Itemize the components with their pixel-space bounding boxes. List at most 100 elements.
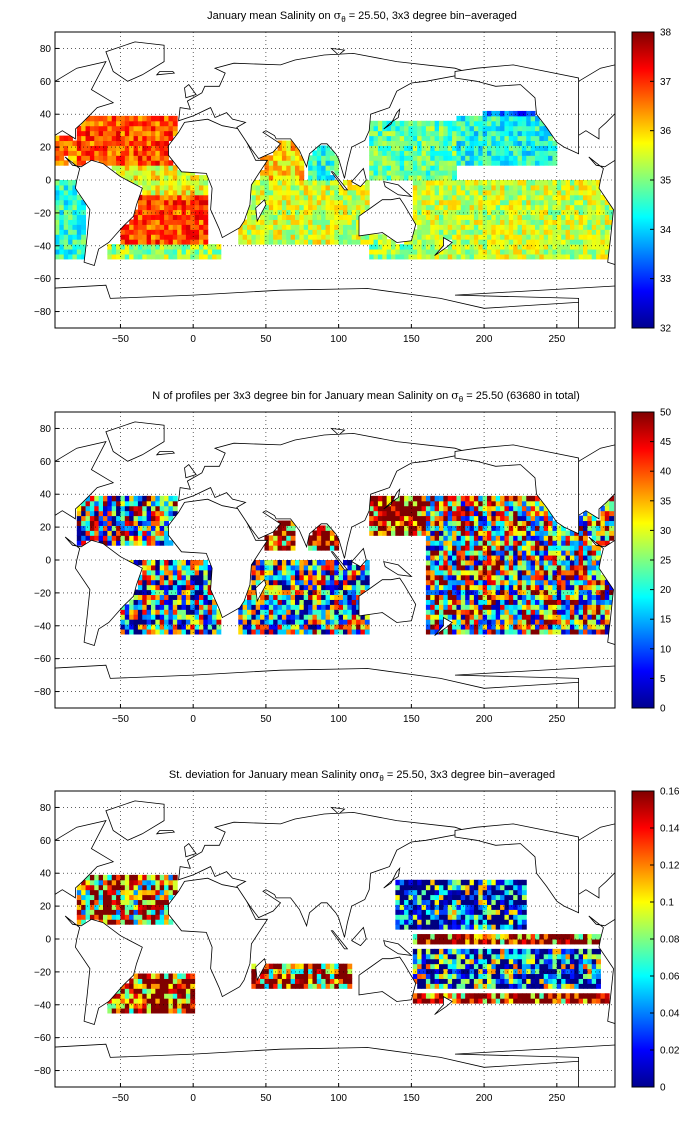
heatmap-cell bbox=[430, 629, 436, 635]
heatmap-cell bbox=[452, 579, 457, 586]
heatmap-cell bbox=[329, 545, 335, 551]
heatmap-cell bbox=[321, 184, 327, 191]
heatmap-cell bbox=[356, 199, 361, 206]
heatmap-cell bbox=[521, 125, 527, 132]
heatmap-cell bbox=[491, 120, 497, 127]
heatmap-cell bbox=[508, 545, 514, 551]
heatmap-cell bbox=[456, 214, 462, 220]
heatmap-cell bbox=[548, 239, 553, 245]
heatmap-cell bbox=[583, 214, 588, 220]
heatmap-cell bbox=[539, 219, 545, 225]
heatmap-cell bbox=[63, 145, 69, 151]
heatmap-cell bbox=[124, 239, 130, 245]
heatmap-cell bbox=[430, 619, 436, 625]
heatmap-cell bbox=[478, 239, 484, 245]
heatmap-cell bbox=[111, 1003, 117, 1009]
heatmap-cell bbox=[124, 515, 130, 522]
heatmap-cell bbox=[434, 180, 440, 186]
heatmap-cell bbox=[439, 584, 444, 591]
heatmap-cell bbox=[513, 530, 519, 536]
heatmap-cell bbox=[159, 234, 165, 240]
heatmap-cell bbox=[199, 249, 204, 255]
heatmap-cell bbox=[430, 199, 436, 206]
heatmap-cell bbox=[377, 525, 383, 531]
heatmap-cell bbox=[190, 175, 196, 181]
heatmap-cell bbox=[185, 219, 191, 225]
heatmap-cell bbox=[552, 525, 558, 531]
heatmap-cell bbox=[343, 239, 348, 245]
heatmap-cell bbox=[583, 550, 588, 556]
heatmap-cell bbox=[277, 530, 283, 536]
heatmap-cell bbox=[517, 155, 523, 161]
heatmap-cell bbox=[487, 550, 492, 556]
heatmap-cell bbox=[439, 530, 444, 536]
heatmap-cell bbox=[334, 170, 340, 176]
coastline bbox=[681, 452, 696, 455]
colorbar-tick-label: 0 bbox=[660, 704, 666, 715]
heatmap-cell bbox=[452, 224, 457, 230]
heatmap-cell bbox=[325, 535, 331, 541]
heatmap-cell bbox=[55, 199, 60, 206]
heatmap-cell bbox=[81, 135, 87, 142]
heatmap-cell bbox=[146, 184, 152, 191]
heatmap-cell bbox=[369, 150, 375, 156]
heatmap-cell bbox=[103, 515, 108, 522]
heatmap-cell bbox=[596, 180, 601, 186]
heatmap-cell bbox=[452, 629, 457, 635]
heatmap-cell bbox=[146, 140, 152, 146]
heatmap-cell bbox=[447, 599, 453, 605]
heatmap-cell bbox=[55, 254, 60, 260]
coastline bbox=[434, 616, 453, 636]
heatmap-cell bbox=[535, 125, 540, 132]
heatmap-cell bbox=[146, 530, 152, 536]
heatmap-cell bbox=[290, 165, 296, 171]
heatmap-cell bbox=[325, 629, 331, 635]
heatmap-cell bbox=[251, 234, 257, 240]
heatmap-cell bbox=[482, 594, 488, 600]
heatmap-cell bbox=[124, 993, 130, 999]
heatmap-cell bbox=[487, 560, 492, 566]
heatmap-cell bbox=[347, 604, 353, 610]
heatmap-cell bbox=[591, 614, 597, 620]
coastline bbox=[64, 536, 143, 647]
heatmap-cell bbox=[478, 510, 484, 517]
heatmap-cell bbox=[124, 234, 130, 240]
heatmap-cell bbox=[508, 120, 514, 127]
heatmap-cell bbox=[399, 500, 405, 507]
heatmap-cell bbox=[517, 145, 523, 151]
heatmap-cell bbox=[124, 914, 130, 920]
heatmap-cell bbox=[199, 199, 204, 206]
heatmap-cell bbox=[164, 170, 169, 176]
heatmap-cell bbox=[569, 579, 575, 586]
heatmap-cell bbox=[587, 209, 593, 216]
heatmap-cell bbox=[404, 249, 409, 255]
heatmap-cell bbox=[133, 130, 139, 137]
heatmap-cell bbox=[465, 495, 471, 502]
heatmap-cell bbox=[334, 229, 340, 235]
heatmap-cell bbox=[308, 189, 313, 196]
heatmap-cell bbox=[386, 145, 392, 151]
heatmap-cell bbox=[260, 224, 265, 230]
heatmap-cell bbox=[535, 609, 540, 615]
heatmap-cell bbox=[146, 150, 152, 156]
heatmap-cell bbox=[76, 520, 82, 526]
heatmap-cell bbox=[609, 599, 615, 605]
heatmap-cell bbox=[421, 244, 427, 250]
heatmap-cell bbox=[526, 614, 532, 620]
heatmap-cell bbox=[417, 525, 423, 531]
heatmap-cell bbox=[465, 629, 471, 635]
heatmap-cell bbox=[543, 219, 549, 225]
heatmap-cell bbox=[473, 209, 479, 216]
heatmap-cell bbox=[443, 199, 449, 206]
heatmap-cell bbox=[439, 254, 444, 260]
heatmap-cell bbox=[321, 214, 327, 220]
heatmap-cell bbox=[137, 180, 143, 186]
heatmap-cell bbox=[469, 589, 475, 596]
heatmap-cell bbox=[421, 214, 427, 220]
heatmap-cell bbox=[286, 224, 292, 230]
heatmap-cell bbox=[81, 894, 87, 901]
heatmap-cell bbox=[439, 135, 444, 142]
heatmap-cell bbox=[312, 150, 318, 156]
heatmap-cell bbox=[137, 624, 143, 630]
y-tick-label: −60 bbox=[34, 274, 51, 285]
